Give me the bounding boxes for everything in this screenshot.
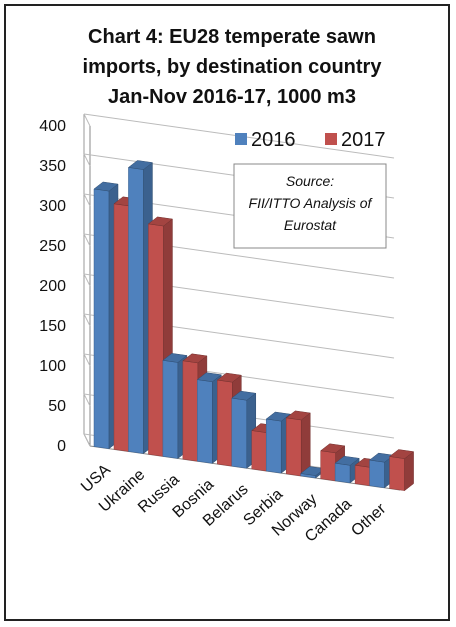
- chart-title-line-3: Jan-Nov 2016-17, 1000 m3: [108, 86, 356, 108]
- source-box: Source: FII/ITTO Analysis of Eurostat: [233, 163, 387, 249]
- bar-front: [197, 379, 213, 464]
- bar-top: [285, 410, 311, 421]
- y-tick-label-100: 100: [39, 358, 66, 375]
- source-line-3: Eurostat: [284, 217, 337, 233]
- bar-front: [251, 430, 268, 472]
- chart-title: Chart 4: EU28 temperate sawn imports, by…: [6, 22, 456, 112]
- bar-top: [127, 160, 154, 170]
- chart-title-line-1: Chart 4: EU28 temperate sawn: [88, 26, 376, 48]
- y-tick-label-50: 50: [48, 398, 66, 415]
- bar-front: [113, 203, 130, 452]
- bar-front: [231, 397, 248, 469]
- bar-top: [162, 353, 188, 363]
- bar-front: [93, 188, 110, 449]
- legend-swatch-2017: [325, 133, 337, 145]
- bar-2017-serbia: [285, 410, 311, 477]
- bar-front: [162, 360, 179, 459]
- bar-top: [334, 455, 360, 466]
- bar-front: [334, 462, 351, 484]
- bar-front: [128, 167, 144, 454]
- bar-front: [265, 418, 282, 474]
- bar-top: [147, 216, 174, 227]
- y-tick-label-200: 200: [39, 278, 66, 295]
- bar-front: [354, 464, 371, 487]
- bars: [93, 160, 415, 492]
- bar-top: [265, 411, 291, 422]
- bar-side: [300, 412, 311, 477]
- bar-top: [93, 181, 119, 192]
- legend: 2016 2017: [235, 129, 386, 151]
- legend-label-2016: 2016: [251, 129, 296, 151]
- bar-top: [216, 372, 242, 383]
- source-box-border: [233, 163, 387, 249]
- y-tick-label-400: 400: [39, 118, 66, 135]
- legend-label-2017: 2017: [341, 129, 386, 151]
- chart-title-line-2: imports, by destination country: [82, 56, 382, 78]
- bar-front: [148, 223, 164, 457]
- bar-front: [369, 459, 385, 489]
- gridline-side-300: [83, 193, 91, 207]
- gridline-side-50: [83, 393, 91, 407]
- gridline-side-0: [83, 433, 91, 447]
- legend-item-2017: 2017: [325, 129, 386, 151]
- y-axis-ticks: 0 50 100 150 200 250 300 350 400: [39, 118, 66, 455]
- bar-top: [320, 443, 346, 454]
- bar-2017-other: [388, 449, 415, 492]
- chart-frame: Chart 4: EU28 temperate sawn imports, by…: [4, 4, 450, 621]
- y-tick-label-300: 300: [39, 198, 66, 215]
- y-tick-label-350: 350: [39, 158, 66, 175]
- gridline-side-150: [83, 313, 91, 327]
- bar-front: [389, 456, 405, 491]
- y-tick-label-150: 150: [39, 318, 66, 335]
- y-tick-label-0: 0: [57, 438, 66, 455]
- gridline-side-250: [83, 233, 91, 247]
- legend-swatch-2016: [235, 133, 247, 145]
- bar-front: [182, 360, 199, 462]
- gridline-side-400: [83, 113, 91, 127]
- y-tick-label-250: 250: [39, 238, 66, 255]
- x-tick-label-other: Other: [348, 500, 390, 540]
- bar-front: [217, 379, 233, 467]
- legend-item-2016: 2016: [235, 129, 296, 151]
- bar-top: [231, 390, 257, 401]
- bar-front: [285, 417, 302, 477]
- bar-top: [388, 449, 415, 459]
- source-line-2: FII/ITTO Analysis of: [249, 195, 374, 211]
- bar-front: [320, 450, 336, 482]
- bar-2016-belarus: [231, 390, 257, 469]
- gridline-side-100: [83, 353, 91, 367]
- gridline-side-350: [83, 153, 91, 167]
- bar-top: [196, 372, 222, 383]
- source-line-1: Source:: [286, 173, 334, 189]
- gridline-side-200: [83, 273, 91, 287]
- bar-top: [182, 353, 208, 364]
